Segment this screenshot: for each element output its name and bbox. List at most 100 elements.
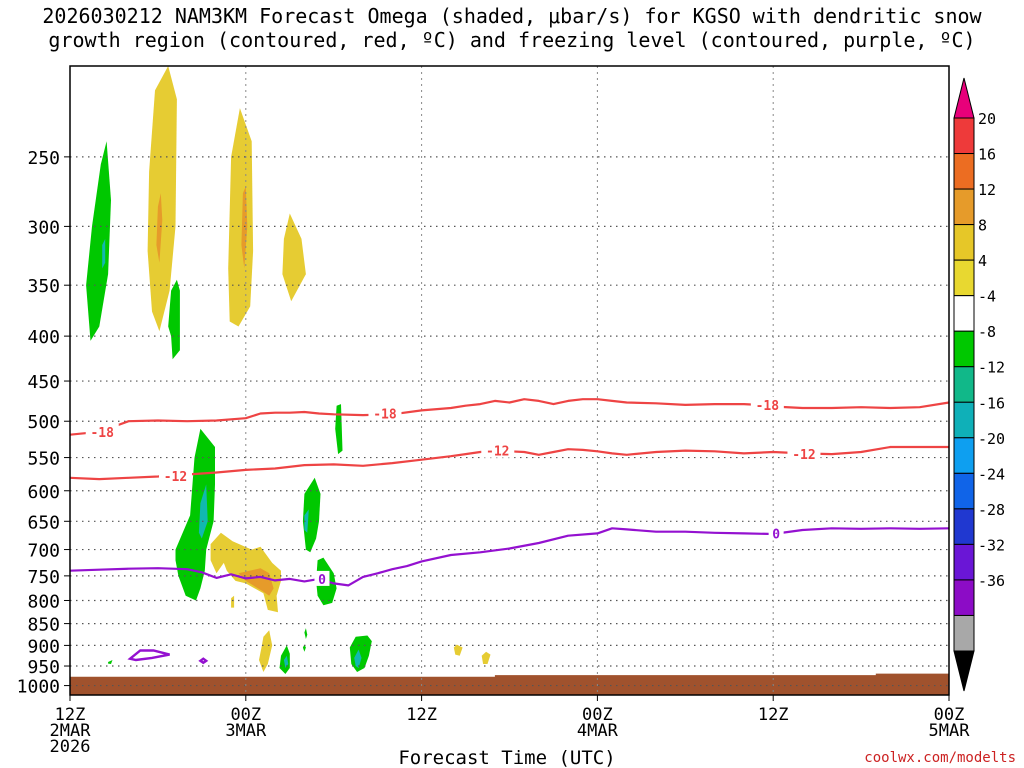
contour-label-0-0: -18 <box>90 426 114 441</box>
colorbar-cell-2 <box>953 188 975 226</box>
terrain-fill <box>70 673 949 695</box>
contour-label-2-1: 0 <box>772 527 780 542</box>
contour-label-bg-1-1 <box>481 442 515 458</box>
omega-region-19 <box>283 655 289 668</box>
omega-region-3 <box>156 193 163 263</box>
colorbar-cell-10 <box>953 472 975 510</box>
contour-closed-m32-1 <box>198 657 209 665</box>
contour-label-bg-1-2 <box>787 446 821 462</box>
colorbar-cell-3 <box>953 224 975 261</box>
contour-lines: -18 -18 -18 -12 -12 -12 0 0 <box>69 396 950 665</box>
colorbar-label-16: 16 <box>978 146 996 164</box>
y-tick-label-900: 900 <box>27 636 60 657</box>
y-tick-label-300: 300 <box>27 217 60 238</box>
omega-region-10 <box>198 484 208 539</box>
omega-region-17 <box>259 630 273 672</box>
y-tick-label-400: 400 <box>27 327 60 348</box>
omega-region-0 <box>86 141 111 341</box>
chart-title-line2: growth region (contoured, red, ºC) and f… <box>48 28 976 52</box>
y-tick-label-350: 350 <box>27 276 60 297</box>
omega-region-15 <box>304 509 309 533</box>
y-tick-label-800: 800 <box>27 591 60 612</box>
x-tick-label-0-1: 2MAR <box>50 721 92 741</box>
colorbar-cell-4 <box>953 259 975 297</box>
y-tick-label-600: 600 <box>27 482 60 503</box>
omega-region-26 <box>108 660 113 664</box>
omega-region-14 <box>302 477 321 553</box>
y-tick-label-450: 450 <box>27 372 60 393</box>
omega-shaded-regions <box>86 66 491 674</box>
colorbar-label-m16: -16 <box>978 394 1005 412</box>
colorbar-cell-11 <box>953 508 975 545</box>
x-tick-label-0-0: 12Z <box>55 705 86 725</box>
colorbar-cell-0 <box>953 117 975 155</box>
colorbar-label-m36: -36 <box>978 572 1005 590</box>
contour-label-0-1: -18 <box>373 408 397 423</box>
omega-region-5 <box>228 108 254 327</box>
contour-label-bg-1-0 <box>158 467 192 483</box>
colorbar-label-m28: -28 <box>978 501 1005 519</box>
plot-frame <box>69 65 950 696</box>
x-tick-label-36-0: 00Z <box>582 705 613 725</box>
colorbar-label-8: 8 <box>978 217 987 235</box>
colorbar-cell-1 <box>953 153 975 190</box>
contour-label-1-1: -12 <box>486 445 509 460</box>
y-tick-label-1000: 1000 <box>17 677 60 698</box>
contour-line--12-1 <box>69 445 949 481</box>
y-axis: 2503003504004505005506006507007508008509… <box>17 148 70 698</box>
contour-label-1-0: -12 <box>164 470 187 485</box>
x-tick-label-48-0: 12Z <box>758 705 789 725</box>
colorbar-cell-7 <box>953 366 975 403</box>
colorbar-cell-14 <box>953 614 975 652</box>
omega-region-20 <box>304 628 308 639</box>
x-tick-label-0-2: 2026 <box>50 737 91 757</box>
contour-closed-m32-0 <box>127 649 170 662</box>
omega-region-1 <box>102 238 106 269</box>
colorbar-label-m8: -8 <box>978 323 996 341</box>
x-tick-label-24-0: 12Z <box>406 705 437 725</box>
x-tick-label-12-0: 00Z <box>230 705 261 725</box>
contour-label-bg-0-1 <box>368 405 402 421</box>
x-tick-label-36-1: 4MAR <box>577 721 619 741</box>
chart-title: 2026030212 NAM3KM Forecast Omega (shaded… <box>0 4 1024 52</box>
omega-region-13 <box>231 595 235 608</box>
plot-border <box>69 65 950 696</box>
colorbar-label-m20: -20 <box>978 430 1005 448</box>
contour-label-1-2: -12 <box>792 448 815 463</box>
omega-region-7 <box>282 213 306 302</box>
x-axis-label: Forecast Time (UTC) <box>398 747 615 768</box>
colorbar-cell-9 <box>953 437 975 474</box>
colorbar-arrow-bottom <box>953 650 975 692</box>
omega-region-2 <box>147 66 177 332</box>
colorbar-label-20: 20 <box>978 110 996 128</box>
colorbar-cell-6 <box>953 330 975 368</box>
omega-region-21 <box>302 644 306 652</box>
omega-region-23 <box>354 649 362 668</box>
x-tick-label-12-1: 3MAR <box>225 721 267 741</box>
y-tick-label-500: 500 <box>27 412 60 433</box>
colorbar-label-4: 4 <box>978 252 987 270</box>
colorbar-arrow-top <box>953 77 975 119</box>
contour-line--18-0 <box>69 398 950 436</box>
y-tick-label-750: 750 <box>27 567 60 588</box>
colorbar-cell-12 <box>953 543 975 581</box>
contour-label-bg-0-2 <box>750 396 784 412</box>
omega-region-25 <box>481 651 491 664</box>
colorbar: 20 16 12 8 4 -4 -8 -12 -16 -20 -24 -28 -32 -36 <box>953 77 1005 692</box>
omega-region-9 <box>175 428 215 601</box>
colorbar-label-m12: -12 <box>978 359 1005 377</box>
site-credit[interactable]: coolwx.com/modelts <box>864 750 1016 766</box>
y-tick-label-650: 650 <box>27 512 60 533</box>
terrain-polygon <box>70 673 949 695</box>
y-tick-label-700: 700 <box>27 541 60 562</box>
y-tick-label-550: 550 <box>27 449 60 470</box>
colorbar-label-m4: -4 <box>978 288 996 306</box>
colorbar-label-m32: -32 <box>978 536 1005 554</box>
omega-region-8 <box>335 404 343 455</box>
y-tick-label-850: 850 <box>27 615 60 636</box>
colorbar-label-m24: -24 <box>978 465 1005 483</box>
contour-line-0-2 <box>69 527 950 587</box>
chart-title-line1: 2026030212 NAM3KM Forecast Omega (shaded… <box>42 4 982 28</box>
